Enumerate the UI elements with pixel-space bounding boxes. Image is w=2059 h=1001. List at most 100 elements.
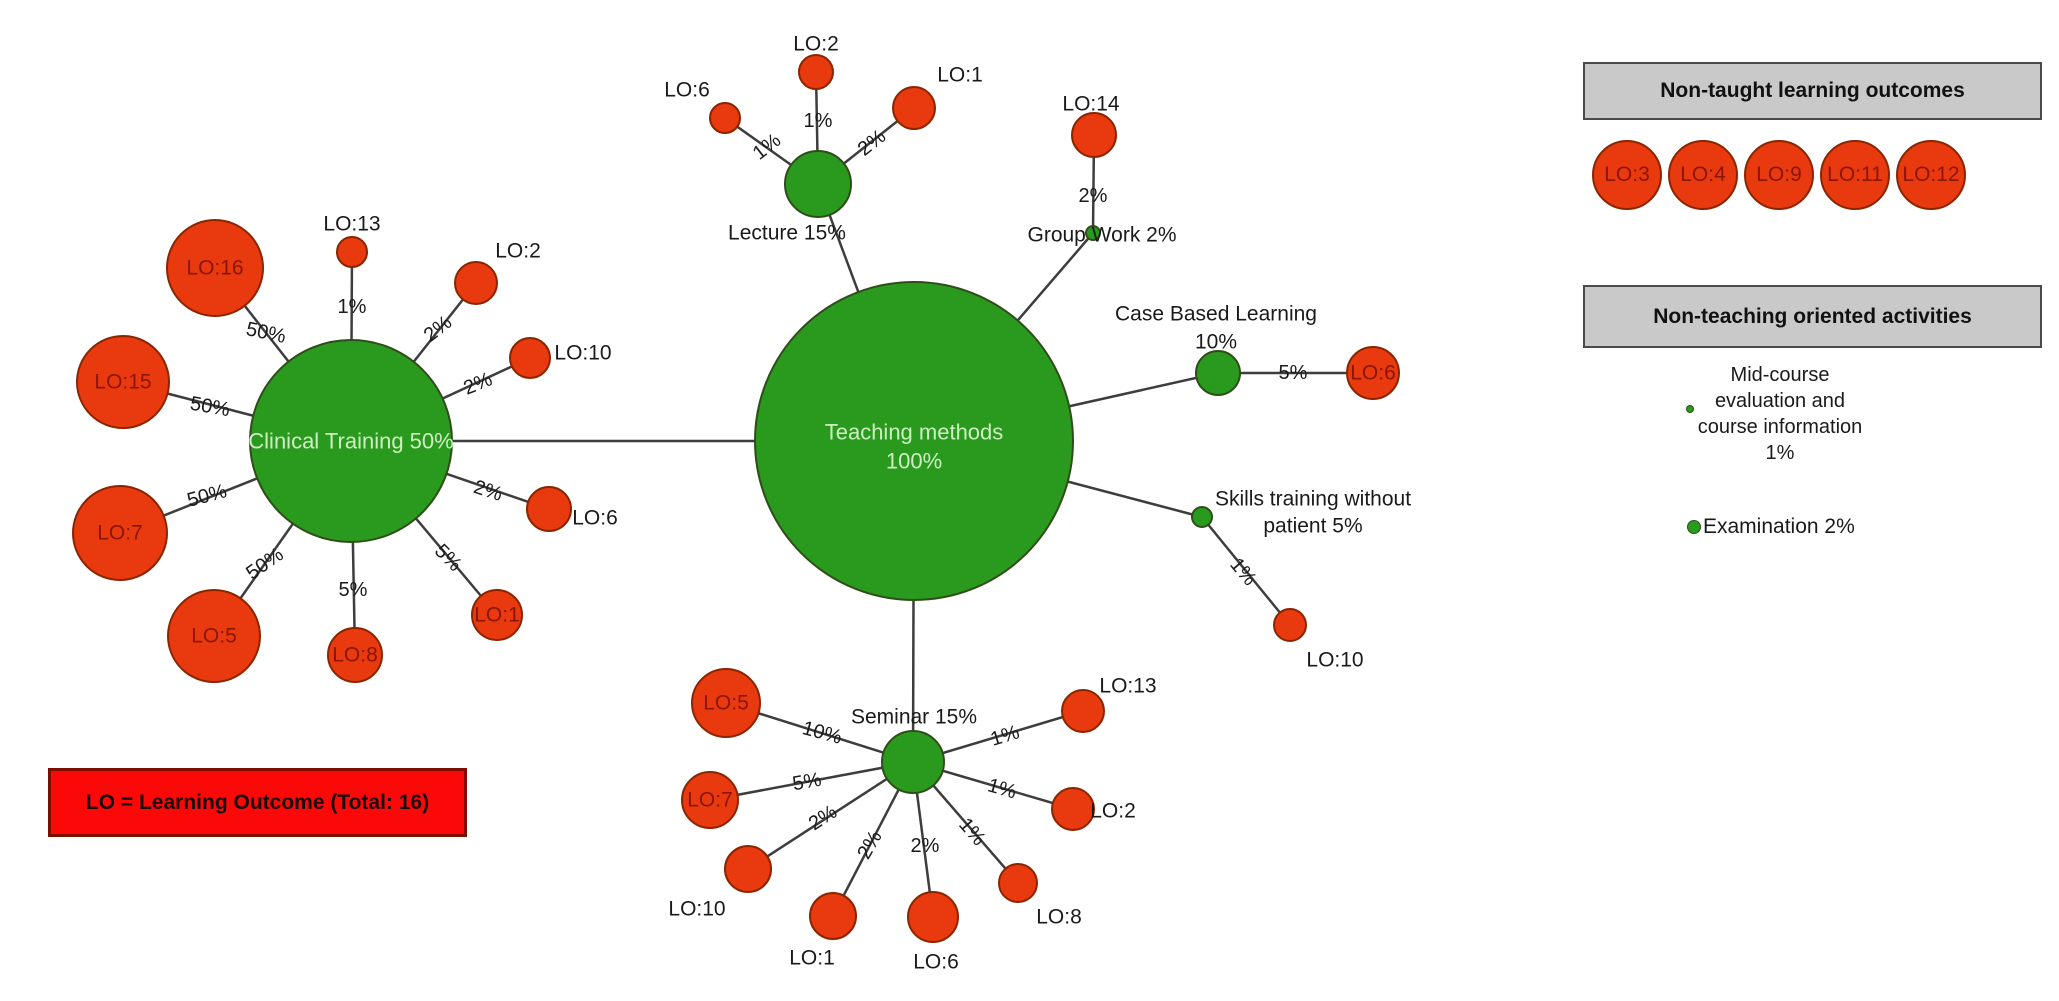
node-clinical-training (249, 339, 453, 543)
outcome-label-seminar-lo1: LO:1 (789, 947, 835, 970)
case-based-learning-label: Case Based Learning (1115, 303, 1317, 326)
outcome-lecture-lo1 (892, 86, 936, 130)
pct-label-clinical-training-lo16: 50% (244, 318, 288, 348)
non-taught-outcome-lo4: LO:4 (1668, 140, 1738, 210)
outcome-skills-training-lo10 (1273, 608, 1307, 642)
pct-label-clinical-training-lo7: 50% (185, 480, 230, 512)
examination-bullet-dot-icon (1687, 520, 1701, 534)
pct-label-seminar-lo2: 1% (985, 774, 1019, 803)
outcome-label-clinical-training-lo13: LO:13 (323, 213, 380, 236)
non-taught-outcome-label: LO:12 (1902, 163, 1960, 186)
clinical-training-label: Clinical Training 50% (248, 429, 453, 454)
outcome-seminar-lo2 (1051, 787, 1095, 831)
outcome-clinical-training-lo8 (327, 627, 383, 683)
midcourse-label-line: Mid-course (1730, 364, 1830, 386)
teaching-methods-label: 100% (886, 449, 942, 474)
midcourse-label-line: evaluation and (1714, 390, 1846, 412)
outcome-label-skills-training-lo10: LO:10 (1306, 649, 1363, 672)
pct-label-lecture-lo2: 1% (804, 110, 833, 132)
examination-label: Examination 2% (1703, 515, 1855, 538)
midcourse-evaluation-label: Mid-course evaluation and course informati… (1655, 362, 1905, 466)
pct-label-case-based-learning-lo6: 5% (1279, 362, 1308, 384)
non-taught-outcome-label: LO:4 (1680, 163, 1726, 186)
outcome-label-seminar-lo8: LO:8 (1036, 906, 1082, 929)
outcome-seminar-lo7 (681, 771, 739, 829)
node-seminar (881, 730, 945, 794)
outcome-clinical-training-lo1 (471, 589, 523, 641)
outcome-label-seminar-lo7: LO:7 (687, 789, 733, 812)
outcome-clinical-training-lo16 (166, 219, 264, 317)
outcome-label-clinical-training-lo8: LO:8 (332, 644, 378, 667)
pct-label-seminar-lo5: 10% (800, 717, 845, 749)
edge-seminar-lo7 (709, 760, 914, 802)
teaching-methods-label: Teaching methods (825, 420, 1004, 445)
pct-label-seminar-lo1: 2% (853, 827, 887, 863)
outcome-label-clinical-training-lo7: LO:7 (97, 522, 143, 545)
midcourse-label-line: 1% (1765, 442, 1795, 464)
node-teaching-methods (754, 281, 1074, 601)
non-taught-header: Non-taught learning outcomes (1583, 62, 2042, 120)
pct-label-seminar-lo13: 1% (988, 721, 1022, 751)
outcome-label-seminar-lo10: LO:10 (668, 898, 725, 921)
outcome-seminar-lo8 (998, 863, 1038, 903)
pct-label-group-work-lo14: 2% (1079, 185, 1108, 207)
outcome-label-lecture-lo2: LO:2 (793, 33, 839, 56)
outcome-clinical-training-lo5 (167, 589, 261, 683)
non-teaching-header-label: Non-teaching oriented activities (1653, 304, 1972, 328)
edge-seminar-lo10 (747, 760, 914, 871)
skills-training-label: Skills training without (1215, 488, 1411, 511)
outcome-clinical-training-lo6 (526, 486, 572, 532)
outcome-seminar-lo10 (724, 845, 772, 893)
non-taught-outcome-lo3: LO:3 (1592, 140, 1662, 210)
outcome-label-clinical-training-lo1: LO:1 (474, 604, 520, 627)
edge-skills-training-lo10 (1201, 516, 1291, 626)
outcome-label-clinical-training-lo10: LO:10 (554, 342, 611, 365)
pct-label-skills-training-lo10: 1% (1225, 554, 1261, 590)
non-taught-outcome-label: LO:9 (1756, 163, 1802, 186)
node-group-work (1085, 225, 1101, 241)
pct-label-clinical-training-lo15: 50% (188, 393, 231, 422)
legend-box: LO = Learning Outcome (Total: 16) (48, 768, 467, 837)
pct-label-clinical-training-lo6: 2% (471, 476, 505, 506)
midcourse-bullet-dot-icon (1686, 405, 1694, 413)
legend-text: LO = Learning Outcome (Total: 16) (85, 790, 430, 814)
node-skills-training (1191, 506, 1213, 528)
outcome-clinical-training-lo2 (454, 261, 498, 305)
outcome-label-clinical-training-lo16: LO:16 (186, 257, 243, 280)
outcome-label-seminar-lo6: LO:6 (913, 951, 959, 974)
outcome-label-seminar-lo2: LO:2 (1090, 800, 1136, 823)
pct-label-seminar-lo7: 5% (791, 769, 824, 796)
pct-label-clinical-training-lo5: 50% (242, 543, 288, 584)
pct-label-seminar-lo6: 2% (911, 835, 940, 857)
pct-label-clinical-training-lo13: 1% (338, 296, 367, 318)
non-taught-outcome-lo12: LO:12 (1896, 140, 1966, 210)
non-taught-outcome-lo9: LO:9 (1744, 140, 1814, 210)
outcome-seminar-lo1 (809, 892, 857, 940)
outcome-label-clinical-training-lo5: LO:5 (191, 625, 237, 648)
non-taught-header-label: Non-taught learning outcomes (1660, 79, 1965, 102)
outcome-label-clinical-training-lo2: LO:2 (495, 240, 541, 263)
outcome-lecture-lo2 (798, 54, 834, 90)
non-taught-outcomes-row: LO:3 LO:4 LO:9 LO:11 LO:12 (1592, 140, 1966, 210)
outcome-label-lecture-lo1: LO:1 (937, 64, 983, 87)
outcome-label-group-work-lo14: LO:14 (1062, 93, 1120, 116)
node-case-based-learning (1195, 350, 1241, 396)
outcome-label-case-based-learning-lo6: LO:6 (1350, 362, 1396, 385)
pct-label-clinical-training-lo10: 2% (460, 368, 495, 399)
pct-label-clinical-training-lo8: 5% (339, 579, 368, 601)
non-taught-outcome-lo11: LO:11 (1820, 140, 1890, 210)
outcome-seminar-lo6 (907, 891, 959, 943)
pct-label-lecture-lo6: 1% (749, 129, 785, 164)
outcome-clinical-training-lo13 (336, 236, 368, 268)
lecture-label: Lecture 15% (728, 222, 846, 245)
outcome-clinical-training-lo7 (72, 485, 168, 581)
outcome-clinical-training-lo10 (509, 337, 551, 379)
node-lecture (784, 150, 852, 218)
outcome-group-work-lo14 (1071, 112, 1117, 158)
outcome-label-lecture-lo6: LO:6 (664, 79, 710, 102)
non-taught-outcome-label: LO:11 (1827, 163, 1883, 186)
outcome-clinical-training-lo15 (76, 335, 170, 429)
skills-training-label: patient 5% (1263, 515, 1362, 538)
